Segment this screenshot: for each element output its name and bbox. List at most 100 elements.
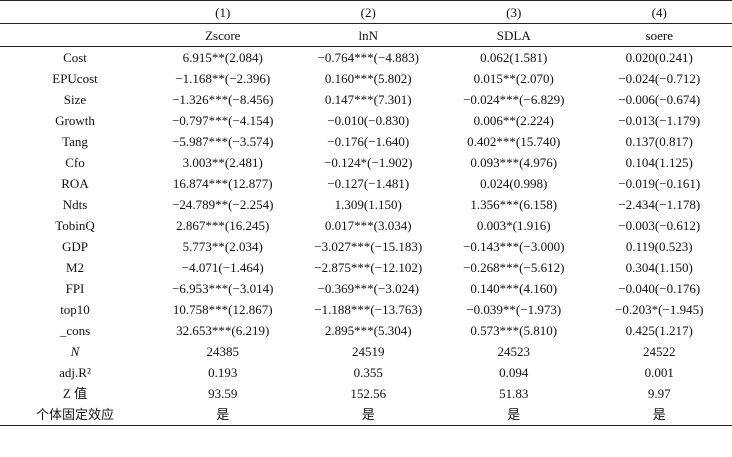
table-row: top10 10.758***(12.867) −1.188***(−13.763)… [0,299,732,320]
table-cell: −0.127(−1.481) [327,176,410,191]
table-cell: 是 [150,404,296,426]
table-row: Ndts −24.789**(−2.254) 1.309(1.150) 1.356**… [0,194,732,215]
header-cell [0,0,150,24]
table-cell: −0.124*(−1.902) [324,155,413,170]
table-cell: 5.773**(2.034) [182,239,263,254]
table-cell: 0.140***(4.160) [470,281,558,296]
table-row: TobinQ 2.867***(16.245) 0.017***(3.034) 0.0… [0,215,732,236]
table-cell: 32.653***(6.219) [176,323,270,338]
table-cell: 0.355 [353,365,383,380]
row-label: Growth [55,113,95,128]
table-body: Cost 6.915**(2.084) −0.764***(−4.883) 0.062… [0,47,732,426]
header-cell [0,23,150,47]
table-cell: 0.119(0.523) [625,239,693,254]
table-cell: −0.019(−0.161) [618,176,701,191]
row-label: FPI [65,281,85,296]
table-row: Cost 6.915**(2.084) −0.764***(−4.883) 0.062… [0,47,732,69]
table-cell: −1.168**(−2.396) [175,71,271,86]
table-row: ROA 16.874***(12.877) −0.127(−1.481) 0.024(… [0,173,732,194]
header-cell: (2) [295,0,441,24]
table-row: GDP 5.773**(2.034) −3.027***(−15.183) −0.14… [0,236,732,257]
table-cell: 2.867***(16.245) [176,218,270,233]
table-row: 个体固定效应是是是是 [0,404,732,426]
header-cell: (4) [586,0,732,24]
table-cell: 0.093***(4.976) [470,155,558,170]
table-cell: 0.017***(3.034) [324,218,412,233]
table-cell: 0.573***(5.810) [470,323,558,338]
header-cell: SDLA [441,23,587,47]
table-cell: −0.369***(−3.024) [317,281,419,296]
row-label: _cons [59,323,91,338]
table-cell: 0.104(1.125) [625,155,693,170]
table-row: Z 值 93.59 152.56 51.83 9.97 [0,383,732,404]
table-cell: 9.97 [647,386,671,401]
table-cell: −0.764***(−4.883) [317,50,419,65]
table-row: EPUcost −1.168**(−2.396) 0.160***(5.802) 0.… [0,68,732,89]
table-cell: 0.094 [499,365,529,380]
table-cell: 1.356***(6.158) [470,197,558,212]
table-row: M2 −4.071(−1.464) −2.875***(−12.102) −0.268… [0,257,732,278]
table-cell: 0.006**(2.224) [473,113,554,128]
header-cell: soere [586,23,732,47]
table-row: adj.R² 0.193 0.355 0.094 0.001 [0,362,732,383]
table-cell: −0.203*(−1.945) [615,302,704,317]
table-cell: 0.137(0.817) [625,134,693,149]
table-cell: −0.268***(−5.612) [463,260,565,275]
table-cell: 0.062(1.581) [480,50,548,65]
table-cell: −0.006(−0.674) [618,92,701,107]
table-cell: −0.024***(−6.829) [463,92,565,107]
table-cell: 3.003**(2.481) [182,155,263,170]
table-cell: −6.953***(−3.014) [172,281,274,296]
header-cell: Zscore [150,23,296,47]
table-cell: 0.160***(5.802) [324,71,412,86]
table-row: Growth −0.797***(−4.154) −0.010(−0.830) 0.0… [0,110,732,131]
row-label: Tang [62,134,88,149]
row-label: GDP [61,239,88,254]
table-cell: 24523 [497,344,531,359]
table-cell: −0.003(−0.612) [618,218,701,233]
header-cell: (3) [441,0,587,24]
table-cell: −0.024(−0.712) [618,71,701,86]
table-cell: −0.039**(−1.973) [466,302,562,317]
table-row: Tang −5.987***(−3.574) −0.176(−1.640) 0.402… [0,131,732,152]
table-cell: 0.402***(15.740) [467,134,561,149]
table-cell: −3.027***(−15.183) [314,239,423,254]
table-row: N 24385 24519 24523 24522 [0,341,732,362]
table-cell: −4.071(−1.464) [181,260,264,275]
row-label: Cfo [65,155,85,170]
table-cell: −1.326***(−8.456) [172,92,274,107]
table-cell: −0.010(−0.830) [327,113,410,128]
table-cell: −2.875***(−12.102) [314,260,423,275]
table-cell: 0.015**(2.070) [473,71,554,86]
table-cell: 0.024(0.998) [480,176,548,191]
table-cell: 24385 [206,344,240,359]
table-cell: 24522 [643,344,676,359]
header-cell: (1) [150,0,296,24]
header-row-names: Zscore lnN SDLA soere [0,23,732,47]
row-label: ROA [61,176,89,191]
table-cell: 93.59 [208,386,238,401]
row-label: top10 [60,302,90,317]
table-cell: 0.304(1.150) [625,260,693,275]
table-cell: 0.193 [208,365,238,380]
table-cell: 16.874***(12.877) [172,176,273,191]
table-cell: −0.013(−1.179) [618,113,701,128]
table-cell: 152.56 [350,386,387,401]
row-label: Ndts [62,197,88,212]
table-cell: 0.003*(1.916) [476,218,551,233]
row-label: Z 值 [62,386,88,401]
table-cell: −5.987***(−3.574) [172,134,274,149]
table-cell: −2.434(−1.178) [618,197,701,212]
header-cell: lnN [295,23,441,47]
table-cell: 2.895***(5.304) [324,323,412,338]
table-cell: −1.188***(−13.763) [314,302,423,317]
table-cell: 是 [441,404,587,426]
table-cell: 6.915**(2.084) [182,50,263,65]
header-row-numbers: (1) (2) (3) (4) [0,0,732,24]
table-row: Size −1.326***(−8.456) 0.147***(7.301) −0.0… [0,89,732,110]
table-row: _cons 32.653***(6.219) 2.895***(5.304) 0.57… [0,320,732,341]
row-label: Cost [63,50,87,65]
table-cell: −0.040(−0.176) [618,281,701,296]
row-label: Size [63,92,87,107]
row-label: adj.R² [59,365,91,380]
